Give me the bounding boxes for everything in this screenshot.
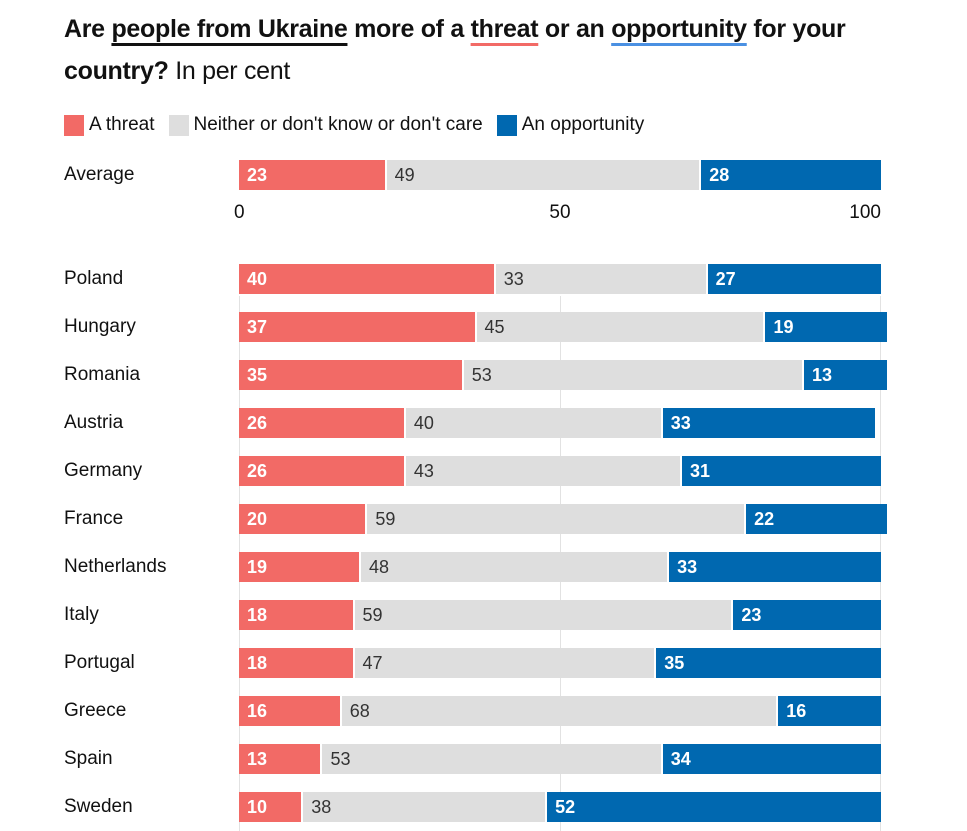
bar-segment-opp: 22: [746, 504, 888, 534]
bar-segment-threat: 19: [239, 552, 359, 582]
row-label: Average: [64, 164, 135, 185]
chart-title: Are people from Ukraine more of a threat…: [64, 8, 934, 92]
chart-subtitle: In per cent: [168, 57, 291, 85]
title-text: for your country?: [64, 15, 846, 85]
bar-segment-threat: 18: [239, 648, 353, 678]
legend-label: A threat: [89, 114, 155, 135]
legend: A threat Neither or don't know or don't …: [64, 114, 658, 136]
title-text: or an: [538, 15, 612, 43]
title-underlined-opportunity: opportunity: [611, 15, 747, 43]
bar-segment-opp: 31: [681, 456, 881, 486]
bar-segment-neither: 38: [303, 792, 546, 822]
legend-item-opportunity: An opportunity: [496, 114, 645, 136]
bar-segment-neither: 59: [354, 600, 732, 630]
bar-segment-neither: 45: [476, 312, 764, 342]
legend-label: An opportunity: [521, 114, 645, 135]
bar-segment-neither: 49: [386, 160, 700, 190]
bar-segment-neither: 53: [463, 360, 802, 390]
x-tick-label: 100: [849, 202, 881, 223]
bar-segment-opp: 13: [803, 360, 888, 390]
bar-segment-threat: 20: [239, 504, 366, 534]
bar-segment-threat: 40: [239, 264, 494, 294]
legend-swatch-opportunity: [496, 114, 517, 136]
legend-swatch-threat: [64, 114, 84, 136]
legend-swatch-neither: [168, 114, 189, 136]
bar-segment-opp: 23: [733, 600, 881, 630]
bar-segment-opp: 16: [778, 696, 881, 726]
legend-label: Neither or don't know or don't care: [193, 114, 483, 135]
bar-segment-neither: 43: [405, 456, 680, 486]
legend-item-threat: A threat: [64, 114, 155, 136]
row-label: Austria: [64, 412, 124, 433]
bar-segment-neither: 59: [367, 504, 745, 534]
row-label: Spain: [64, 748, 113, 769]
row-label: Hungary: [64, 316, 136, 337]
bar-segment-opp: 33: [669, 552, 881, 582]
bar-segment-opp: 35: [656, 648, 881, 678]
bar-segment-threat: 10: [239, 792, 302, 822]
row-label: Italy: [64, 604, 99, 625]
bar-segment-opp: 28: [701, 160, 881, 190]
bar-segment-threat: 18: [239, 600, 353, 630]
bar-segment-neither: 68: [341, 696, 777, 726]
row-label: Germany: [64, 460, 143, 481]
row-label: Poland: [64, 268, 124, 289]
bar-segment-opp: 33: [662, 408, 875, 438]
row-label: Romania: [64, 364, 141, 385]
bar-segment-neither: 53: [322, 744, 661, 774]
bar-segment-opp: 19: [765, 312, 888, 342]
bar-segment-neither: 47: [354, 648, 655, 678]
bar-segment-threat: 37: [239, 312, 475, 342]
legend-item-neither: Neither or don't know or don't care: [168, 114, 483, 136]
bar-segment-neither: 40: [405, 408, 661, 438]
bar-segment-neither: 48: [360, 552, 668, 582]
bar-segment-threat: 16: [239, 696, 340, 726]
bar-segment-neither: 33: [495, 264, 706, 294]
bar-segment-threat: 35: [239, 360, 462, 390]
title-underlined-threat: threat: [470, 15, 539, 43]
x-tick-label: 50: [549, 202, 571, 223]
bar-segment-opp: 52: [547, 792, 881, 822]
title-text: Are: [64, 15, 112, 43]
bar-segment-threat: 23: [239, 160, 385, 190]
bar-segment-opp: 34: [662, 744, 881, 774]
x-tick-label: 0: [234, 202, 245, 223]
bar-segment-threat: 13: [239, 744, 321, 774]
bar-segment-opp: 27: [707, 264, 881, 294]
bar-segment-threat: 26: [239, 456, 404, 486]
row-label: France: [64, 508, 124, 529]
row-label: Sweden: [64, 796, 133, 817]
title-underlined-ukraine: people from Ukraine: [111, 15, 348, 43]
bar-segment-threat: 26: [239, 408, 404, 438]
row-label: Netherlands: [64, 556, 167, 577]
row-label: Greece: [64, 700, 127, 721]
row-label: Portugal: [64, 652, 135, 673]
title-text: more of a: [347, 15, 471, 43]
